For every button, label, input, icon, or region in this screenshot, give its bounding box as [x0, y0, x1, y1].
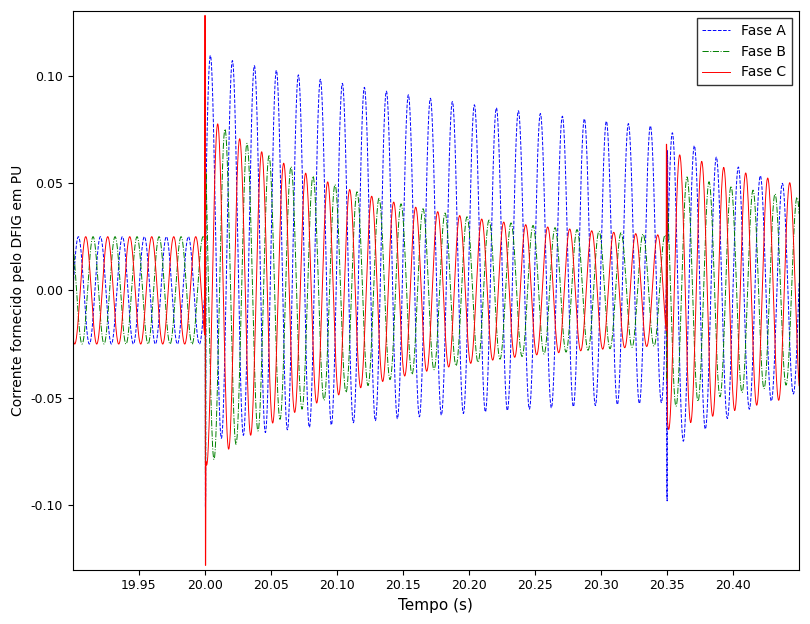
Fase B	[808, 324, 810, 331]
Fase B	[484, 217, 494, 225]
Line: Fase A: Fase A	[73, 56, 810, 507]
Y-axis label: Corrente fornecido pelo DFIG em PU: Corrente fornecido pelo DFIG em PU	[11, 165, 25, 416]
Fase A	[457, 393, 467, 401]
Fase A	[201, 504, 211, 511]
Line: Fase C: Fase C	[73, 16, 810, 565]
Fase A	[573, 266, 583, 273]
Line: Fase B: Fase B	[73, 97, 810, 473]
Fase A	[506, 318, 516, 326]
Fase B	[590, 266, 599, 273]
Fase B	[506, 220, 516, 227]
Fase B	[105, 274, 115, 281]
Fase C	[105, 248, 115, 255]
Fase C	[808, 184, 810, 192]
Fase A	[590, 400, 599, 407]
Legend: Fase A, Fase B, Fase C: Fase A, Fase B, Fase C	[697, 18, 792, 85]
Fase B	[201, 469, 211, 477]
Fase C	[573, 338, 583, 345]
Fase C	[484, 329, 494, 336]
Fase B	[573, 233, 583, 240]
Fase C	[506, 326, 516, 333]
X-axis label: Tempo (s): Tempo (s)	[399, 598, 473, 613]
Fase A	[484, 315, 494, 323]
Fase A	[105, 338, 115, 346]
Fase B	[200, 94, 210, 101]
Fase C	[68, 333, 78, 341]
Fase C	[590, 249, 599, 256]
Fase B	[68, 240, 78, 248]
Fase B	[457, 282, 467, 290]
Fase C	[200, 12, 210, 19]
Fase A	[206, 52, 215, 59]
Fase A	[68, 286, 78, 294]
Fase C	[201, 562, 211, 569]
Fase C	[457, 225, 467, 232]
Fase A	[808, 344, 810, 352]
